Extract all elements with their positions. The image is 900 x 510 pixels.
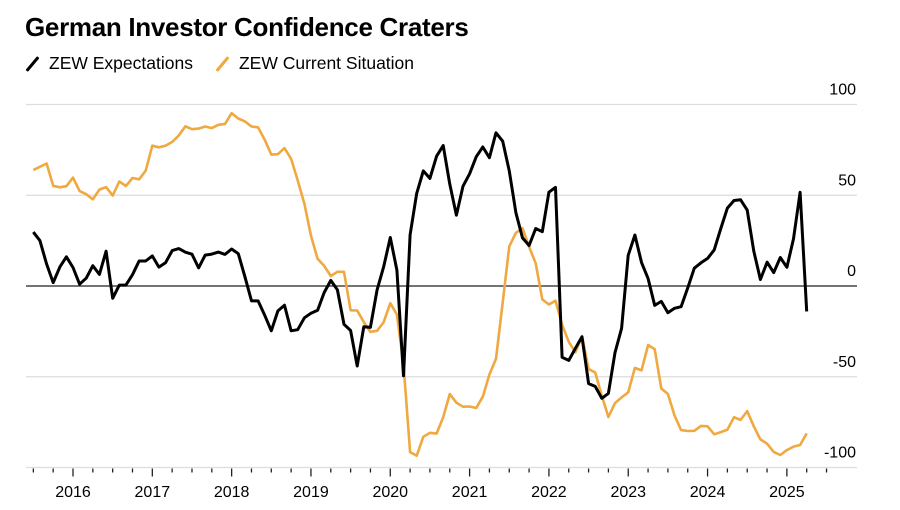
- y-tick-label: 0: [847, 263, 856, 280]
- gridlines: [26, 103, 857, 469]
- x-tick-label: 2024: [690, 484, 726, 501]
- chart-title: German Investor Confidence Craters: [25, 12, 469, 42]
- legend-item-expectations: ZEW Expectations: [25, 53, 193, 74]
- y-tick-label: 50: [838, 172, 856, 189]
- series-lines: [32, 111, 809, 457]
- legend: ZEW Expectations ZEW Current Situation: [25, 53, 414, 74]
- y-tick-label: -50: [833, 354, 856, 371]
- x-tick-label: 2019: [293, 484, 329, 501]
- series-line-zew-expectations: [32, 131, 809, 400]
- x-tick-label: 2023: [610, 484, 646, 501]
- y-tick-label: -100: [824, 445, 856, 462]
- x-tick-label: 2018: [214, 484, 250, 501]
- legend-label-expectations: ZEW Expectations: [49, 53, 193, 73]
- legend-label-current-situation: ZEW Current Situation: [238, 53, 415, 73]
- y-axis: 100 50 0 -50 -100: [824, 82, 856, 462]
- x-tick-label: 2022: [531, 484, 567, 501]
- legend-item-current-situation: ZEW Current Situation: [215, 53, 414, 74]
- x-axis: 2016 2017 2018 2019 2020 2021 2022 2023 2024 2025: [32, 468, 828, 501]
- x-tick-label: 2025: [769, 484, 805, 501]
- x-tick-label: 2020: [372, 484, 408, 501]
- x-tick-label: 2021: [452, 484, 488, 501]
- x-tick-label: 2016: [55, 484, 91, 501]
- x-tick-label: 2017: [135, 484, 171, 501]
- y-tick-label: 100: [829, 82, 856, 99]
- series-line-zew-current-situation: [32, 111, 808, 457]
